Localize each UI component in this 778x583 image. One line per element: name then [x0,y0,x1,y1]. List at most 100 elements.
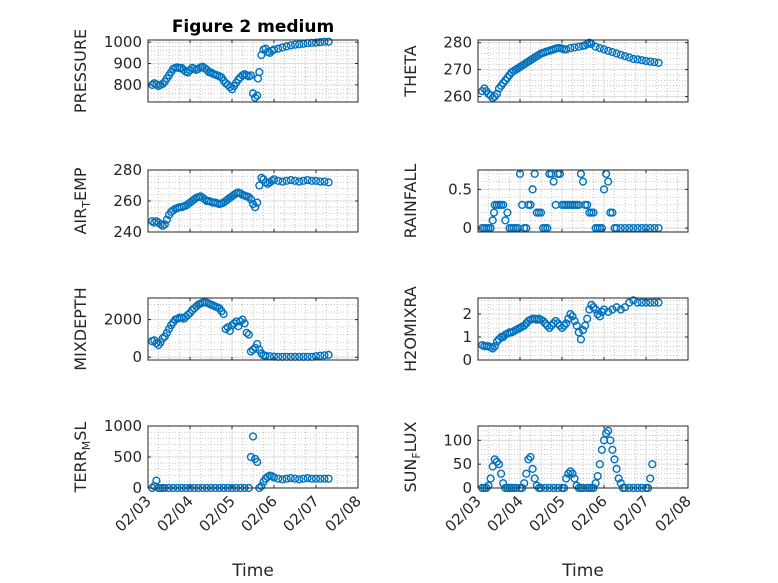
panel-p5: 0 2000 MIXDEPTH [71,287,359,371]
data-point [269,473,279,482]
data-point [494,460,504,469]
data-point [286,176,295,185]
data-point [484,481,493,490]
data-point [650,57,659,67]
data-point [316,474,325,483]
data-point [492,457,502,466]
data-point [236,189,245,198]
data-point [282,176,291,185]
data-point [307,474,316,483]
data-point [307,176,316,185]
series-markers [148,37,333,102]
data-point [489,208,499,217]
data-point [501,216,510,225]
data-point [591,479,600,488]
data-point [646,298,655,307]
data-point [604,307,613,316]
x-tick-label: 02/04 [484,492,527,535]
x-tick-label: 02/06 [568,492,611,535]
data-point [568,469,577,478]
data-point [538,316,548,326]
data-point [629,296,638,305]
panel-p2: 260 270 280 THETA [401,34,689,106]
data-point [253,198,262,207]
data-point [311,176,321,185]
data-point [158,79,167,88]
data-point [608,47,617,57]
series-markers [478,38,663,103]
y-tick-label: 0 [132,479,142,497]
data-point [307,38,316,47]
y-tick-label: 0 [462,219,472,237]
x-tick-label: 02/07 [610,492,653,535]
data-point [654,58,663,68]
data-point [601,429,611,438]
data-point [488,216,497,225]
data-point [183,310,193,320]
data-point [253,91,262,100]
data-point [269,175,279,184]
data-point [160,220,169,229]
data-point [162,215,172,224]
data-point [240,319,249,328]
data-point [290,474,300,483]
y-tick-label: 260 [113,192,142,210]
data-point [225,82,235,92]
data-point [257,173,266,182]
x-axis-label: Time [561,561,604,581]
data-point [295,177,304,186]
series-markers [148,173,333,230]
x-tick-label: 02/05 [526,492,569,535]
y-axis-label-part: SUN [401,459,420,493]
data-point [278,177,287,186]
data-point [219,309,228,319]
axes-box [477,297,689,361]
data-point [599,45,609,54]
data-point [583,200,592,210]
data-point [566,467,575,476]
data-point [290,40,300,49]
y-axis-label-part: RAINFALL [401,164,420,239]
data-point [610,455,619,464]
axes-box [477,39,689,103]
x-tick-label: 02/08 [652,492,695,535]
data-point [528,185,537,194]
data-point [606,436,615,445]
data-point [251,93,260,102]
y-axis-label-part: SL [71,422,90,441]
x-tick-label: 02/03 [112,492,155,535]
data-point [566,310,575,319]
data-point [242,328,251,337]
panel-p4: 0 0.5 RAINFALL [401,164,689,239]
y-tick-label: 270 [443,61,472,79]
data-point [257,349,266,358]
data-point [282,42,291,51]
data-point [158,334,167,343]
data-point [490,455,499,464]
data-point [641,56,651,66]
data-point [597,445,607,454]
data-point [169,206,178,215]
y-tick-label: 0 [462,479,472,497]
data-point [202,65,211,75]
data-point [316,351,325,360]
data-point [158,221,167,230]
y-axis-label: SUNFLUX [401,421,423,492]
y-axis-label-subscript: F [410,452,423,458]
data-point [156,220,165,229]
data-point [612,49,621,58]
y-tick-label: 800 [113,76,142,94]
y-axis-label-part: TERR [71,450,90,493]
y-tick-label: 240 [113,223,142,241]
panel-p1: 800 900 1000 PRESSURE Figure 2 medium [71,17,359,113]
data-point [536,208,546,217]
data-point [299,176,308,185]
data-point [253,457,262,467]
chart-title: Figure 2 medium [172,17,334,37]
data-point [524,455,533,464]
data-point [255,67,264,77]
data-point [492,337,502,346]
y-axis-label: RAINFALL [401,164,420,239]
series-markers [478,296,663,353]
